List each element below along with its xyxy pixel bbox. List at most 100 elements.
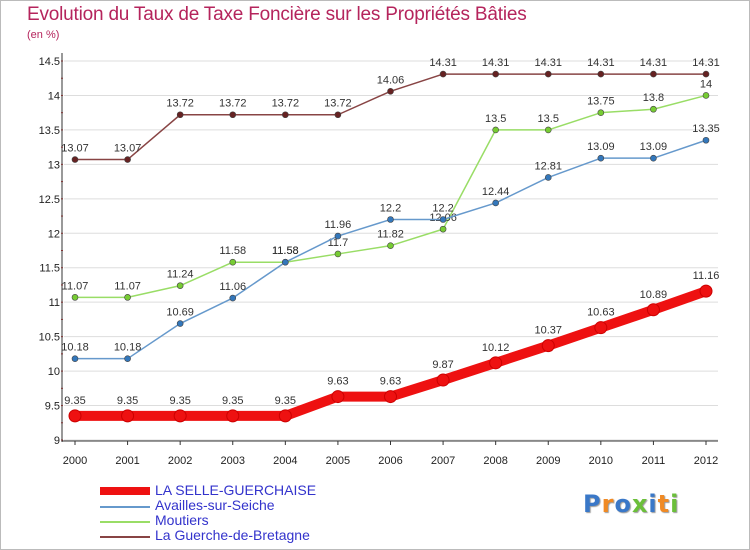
data-label: 12.2 <box>380 202 401 214</box>
data-point <box>650 154 657 162</box>
x-tick-label: 2003 <box>221 455 245 467</box>
data-point <box>173 409 187 423</box>
data-label: 14.31 <box>534 57 562 69</box>
data-label: 11.07 <box>114 280 141 292</box>
data-label: 10.18 <box>61 342 89 354</box>
data-label: 11.58 <box>272 245 299 257</box>
legend-item: LA SELLE-GUERCHAISE <box>100 483 430 498</box>
data-label: 14.31 <box>692 57 720 69</box>
chart-legend: LA SELLE-GUERCHAISE Availles-sur-Seiche … <box>100 483 430 543</box>
data-point <box>176 111 184 119</box>
data-point <box>282 258 289 266</box>
y-tick-label: 9 <box>54 435 60 447</box>
data-label: 11.07 <box>62 280 89 292</box>
y-tick-label: 14.5 <box>39 56 60 68</box>
data-point <box>702 92 710 99</box>
x-tick-label: 2010 <box>589 455 613 467</box>
data-label: 11.58 <box>219 245 246 257</box>
x-tick-label: 2000 <box>63 455 87 467</box>
data-point <box>68 409 82 423</box>
data-point <box>544 126 552 134</box>
data-label: 9.35 <box>64 395 85 407</box>
data-point <box>124 294 131 301</box>
data-label: 13.07 <box>114 143 142 155</box>
data-point <box>384 390 397 404</box>
data-point <box>124 355 131 362</box>
legend-label: La Guerche-de-Bretagne <box>155 527 310 543</box>
data-label: 9.63 <box>380 376 401 388</box>
data-point <box>544 174 552 181</box>
data-point <box>229 294 237 302</box>
data-label: 9.63 <box>327 376 348 388</box>
chart-title: Evolution du Taux de Taxe Foncière sur l… <box>27 4 527 25</box>
data-point <box>702 70 710 78</box>
x-tick-label: 2008 <box>483 455 507 467</box>
data-point <box>334 232 342 240</box>
data-point <box>597 70 605 78</box>
data-label: 9.35 <box>222 395 243 407</box>
x-tick-label: 2009 <box>536 455 560 467</box>
data-label: 14.31 <box>640 57 668 69</box>
y-tick-label: 12 <box>48 228 60 240</box>
data-label: 13.5 <box>485 113 506 125</box>
data-point <box>650 70 657 78</box>
data-point <box>278 409 292 423</box>
legend-label: LA SELLE-GUERCHAISE <box>155 482 317 498</box>
data-label: 13.72 <box>272 98 300 110</box>
data-point <box>597 109 605 116</box>
data-point <box>699 284 713 298</box>
y-tick-label: 10.5 <box>39 332 60 344</box>
data-label: 14 <box>700 78 712 90</box>
data-label: 14.31 <box>587 57 615 69</box>
chart-subtitle: (en %) <box>27 29 60 41</box>
data-label: 10.89 <box>640 289 668 301</box>
data-point <box>387 242 394 249</box>
data-label: 13.07 <box>61 143 89 155</box>
data-point <box>387 216 394 223</box>
data-label: 11.7 <box>328 237 349 249</box>
data-point <box>387 88 394 95</box>
data-label: 11.58 <box>272 245 299 257</box>
data-label: 13.09 <box>587 141 615 153</box>
data-point <box>226 409 240 423</box>
legend-swatch <box>100 506 150 508</box>
data-point <box>229 111 237 119</box>
y-tick-label: 14 <box>48 90 60 102</box>
data-point <box>176 282 184 289</box>
data-label: 13.72 <box>166 98 194 110</box>
x-tick-label: 2011 <box>642 455 666 467</box>
data-point <box>436 373 450 387</box>
data-label: 10.18 <box>114 342 142 354</box>
y-tick-label: 13 <box>48 159 60 171</box>
y-tick-label: 9.5 <box>45 401 60 413</box>
data-label: 11.96 <box>325 219 352 231</box>
data-point <box>544 70 552 78</box>
data-label: 13.35 <box>692 123 720 135</box>
data-label: 12.81 <box>534 160 562 172</box>
data-point <box>492 70 499 78</box>
data-label: 9.35 <box>275 395 296 407</box>
data-point <box>650 105 657 113</box>
data-point <box>492 199 499 207</box>
data-label: 13.72 <box>324 98 352 110</box>
data-label: 14.31 <box>482 57 510 69</box>
data-point <box>489 356 503 370</box>
data-point <box>594 321 608 335</box>
legend-item: Availles-sur-Seiche <box>100 498 430 513</box>
data-label: 13.09 <box>640 141 668 153</box>
y-tick-label: 11 <box>49 297 60 309</box>
data-point <box>646 303 660 317</box>
data-point <box>439 225 447 233</box>
x-tick-label: 2002 <box>168 455 192 467</box>
data-label: 11.24 <box>167 269 194 281</box>
data-point <box>229 258 237 266</box>
data-label: 9.35 <box>117 395 138 407</box>
brand-logo: Proxiti <box>583 490 680 518</box>
data-point <box>541 339 555 353</box>
data-point <box>331 390 345 404</box>
data-label: 10.12 <box>482 342 510 354</box>
x-tick-label: 2001 <box>115 455 139 467</box>
legend-item: Moutiers <box>100 513 430 528</box>
data-point <box>334 250 342 258</box>
